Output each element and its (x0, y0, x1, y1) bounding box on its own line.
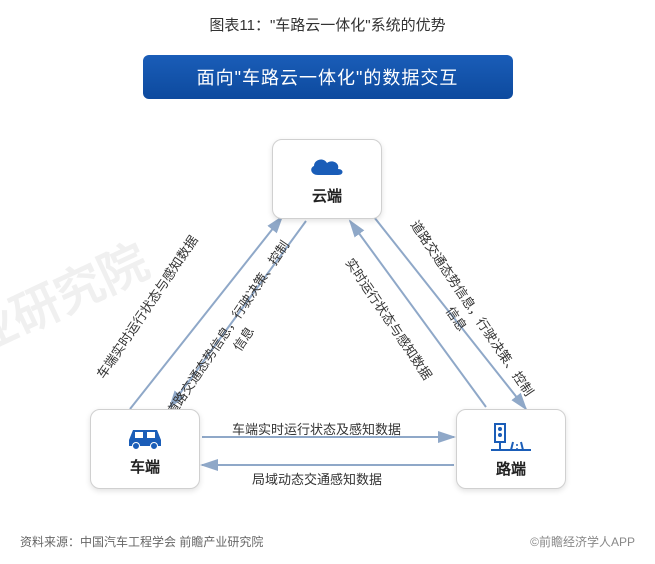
node-car: 车端 (90, 409, 200, 489)
node-cloud-label: 云端 (312, 185, 342, 206)
node-car-label: 车端 (130, 456, 160, 477)
edge-label-car-road: 车端实时运行状态及感知数据 (232, 419, 401, 438)
footer-brand: ©前瞻经济学人APP (530, 533, 635, 550)
triangle-diagram: 车端实时运行状态与感知数据 道路交通态势信息，行驶决策、控制信息 实时运行状态与… (0, 99, 655, 519)
footer-source: 资料来源：中国汽车工程学会 前瞻产业研究院 (20, 533, 263, 550)
road-icon (489, 420, 533, 454)
footer: 资料来源：中国汽车工程学会 前瞻产业研究院 ©前瞻经济学人APP (20, 533, 635, 550)
chart-title: 图表11："车路云一体化"系统的优势 (0, 0, 655, 35)
node-cloud: 云端 (272, 139, 382, 219)
edge-label-road-car: 局域动态交通感知数据 (252, 469, 382, 488)
node-road: 路端 (456, 409, 566, 489)
car-icon (123, 422, 167, 452)
banner-title: 面向"车路云一体化"的数据交互 (143, 55, 513, 99)
cloud-icon (306, 153, 348, 181)
node-road-label: 路端 (496, 458, 526, 479)
